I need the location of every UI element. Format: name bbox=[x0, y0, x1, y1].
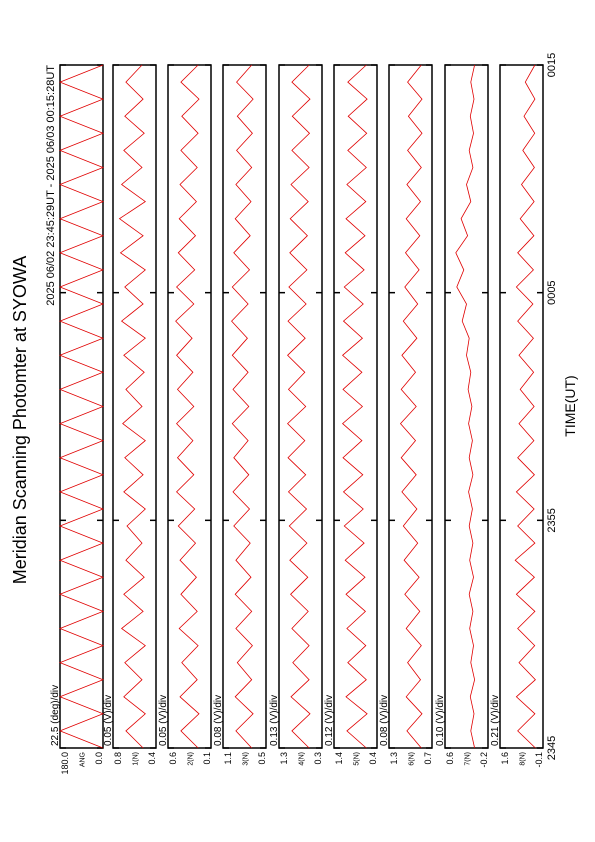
scale-label: 0.05 (V)/div bbox=[103, 695, 114, 746]
scale-label: 22.5 (deg)/div bbox=[50, 685, 61, 746]
x-tick-label: 2355 bbox=[546, 508, 558, 532]
x-tick-label: 2345 bbox=[546, 736, 558, 760]
data-line bbox=[455, 64, 476, 749]
scale-label: 0.10 (V)/div bbox=[435, 695, 446, 746]
panel-frame bbox=[499, 64, 544, 749]
channel-label: 2(N) bbox=[188, 752, 195, 766]
y-tick-label: 0.1 bbox=[202, 752, 212, 765]
data-line bbox=[175, 64, 200, 749]
data-line bbox=[231, 64, 254, 749]
data-line bbox=[514, 64, 536, 749]
channel-label: 6(N) bbox=[409, 752, 416, 766]
rotated-plot: Meridian Scanning Photomter at SYOWA 202… bbox=[10, 53, 578, 775]
channel-label: 3(N) bbox=[243, 752, 250, 766]
y-tick-label: 0.8 bbox=[113, 752, 123, 765]
y-tick-label: 1.6 bbox=[500, 752, 510, 765]
y-tick-label: -0.2 bbox=[479, 752, 489, 768]
panel-frame bbox=[278, 64, 323, 749]
channel-label: 7(N) bbox=[465, 752, 472, 766]
y-tick-label: 0.0 bbox=[94, 752, 104, 765]
y-tick-label: 180.0 bbox=[60, 752, 70, 775]
panel-frame bbox=[167, 64, 212, 749]
x-axis-label: TIME(UT) bbox=[562, 375, 578, 436]
y-tick-label: -0.1 bbox=[534, 752, 544, 768]
y-tick-label: 0.4 bbox=[368, 752, 378, 765]
data-line bbox=[341, 64, 368, 749]
panel-frame bbox=[444, 64, 489, 749]
panel-frame bbox=[222, 64, 267, 749]
channel-label: 5(N) bbox=[354, 752, 361, 766]
channel-label: ANG bbox=[80, 752, 87, 767]
data-line bbox=[287, 64, 311, 749]
y-tick-label: 1.3 bbox=[279, 752, 289, 765]
y-tick-label: 0.6 bbox=[445, 752, 455, 765]
chart-title: Meridian Scanning Photomter at SYOWA bbox=[10, 256, 30, 584]
chart-subtitle: 2025 06/02 23:45:29UT - 2025 06/03 00:15… bbox=[45, 65, 57, 306]
x-tick-label: 0005 bbox=[546, 280, 558, 304]
panel-frame bbox=[59, 64, 104, 749]
scale-label: 0.13 (V)/div bbox=[269, 695, 280, 746]
y-tick-label: 0.7 bbox=[423, 752, 433, 765]
scale-label: 0.05 (V)/div bbox=[158, 695, 169, 746]
y-tick-label: 1.4 bbox=[334, 752, 344, 765]
panel-frame bbox=[333, 64, 378, 749]
data-line bbox=[58, 64, 105, 749]
y-tick-label: 0.5 bbox=[257, 752, 267, 765]
scale-label: 0.08 (V)/div bbox=[379, 695, 390, 746]
panel-frame bbox=[388, 64, 433, 749]
panel-frame bbox=[112, 64, 157, 749]
scale-label: 0.08 (V)/div bbox=[213, 695, 224, 746]
scale-label: 0.12 (V)/div bbox=[324, 695, 335, 746]
x-tick-label: 0015 bbox=[546, 53, 558, 77]
y-tick-label: 0.4 bbox=[147, 752, 157, 765]
y-tick-label: 0.6 bbox=[168, 752, 178, 765]
channel-label: 4(N) bbox=[299, 752, 306, 766]
scale-label: 0.21 (V)/div bbox=[490, 695, 501, 746]
channel-label: 1(N) bbox=[133, 752, 140, 766]
y-tick-label: 1.1 bbox=[223, 752, 233, 765]
y-tick-label: 0.3 bbox=[313, 752, 323, 765]
y-tick-label: 1.3 bbox=[389, 752, 399, 765]
data-line bbox=[399, 64, 423, 749]
channel-label: 8(N) bbox=[520, 752, 527, 766]
data-line bbox=[118, 64, 147, 749]
